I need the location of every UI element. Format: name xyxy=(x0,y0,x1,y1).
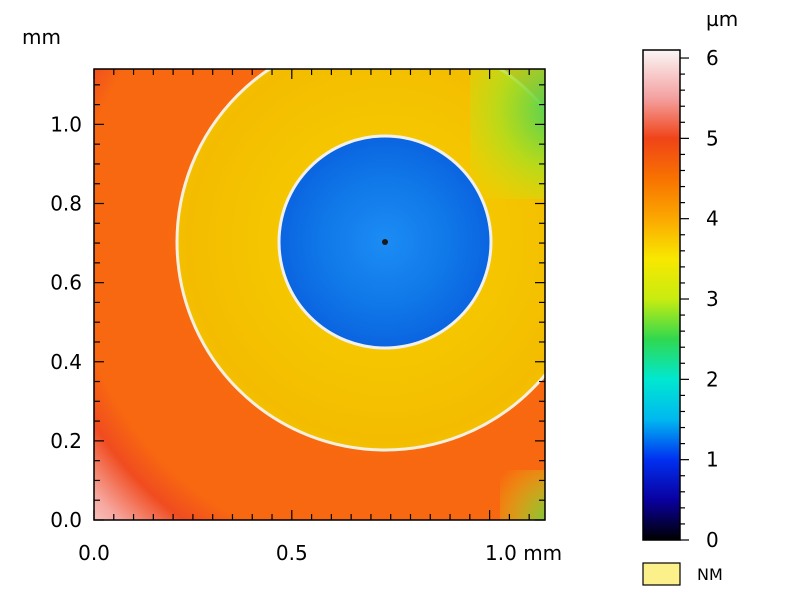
no-data-label: NM xyxy=(697,565,723,584)
colorbar-tick-label: 5 xyxy=(706,126,719,150)
colorbar-unit: µm xyxy=(706,7,738,31)
y-tick-label: 0.4 xyxy=(50,350,82,374)
colorbar-tick-label: 3 xyxy=(706,287,719,311)
colorbar-tick-label: 1 xyxy=(706,448,719,472)
colorbar-tick-label: 0 xyxy=(706,528,719,552)
colorbar xyxy=(642,49,681,541)
x-tick-label: 1.0 mm xyxy=(485,541,562,565)
y-tick-label: 0.6 xyxy=(50,271,82,295)
y-tick-label: 0.0 xyxy=(50,508,82,532)
y-tick-label: 1.0 xyxy=(50,112,82,136)
y-axis: 0.0 0.2 0.4 0.6 0.8 1.0 xyxy=(50,84,545,532)
colorbar-axis: 0 1 2 3 4 5 6 xyxy=(680,46,719,552)
y-tick-label: 0.2 xyxy=(50,429,82,453)
x-axis: 0.0 0.5 1.0 mm xyxy=(78,69,562,565)
colorbar-tick-label: 4 xyxy=(706,207,719,231)
x-tick-label: 0.0 xyxy=(78,541,110,565)
x-tick-label: 0.5 xyxy=(276,541,308,565)
colorbar-tick-label: 6 xyxy=(706,46,719,70)
y-tick-label: 0.8 xyxy=(50,192,82,216)
colorbar-tick-label: 2 xyxy=(706,367,719,391)
no-data-swatch xyxy=(642,562,681,586)
plot-frame xyxy=(93,68,546,521)
height-map-image xyxy=(94,69,545,520)
y-axis-unit: mm xyxy=(22,25,61,49)
